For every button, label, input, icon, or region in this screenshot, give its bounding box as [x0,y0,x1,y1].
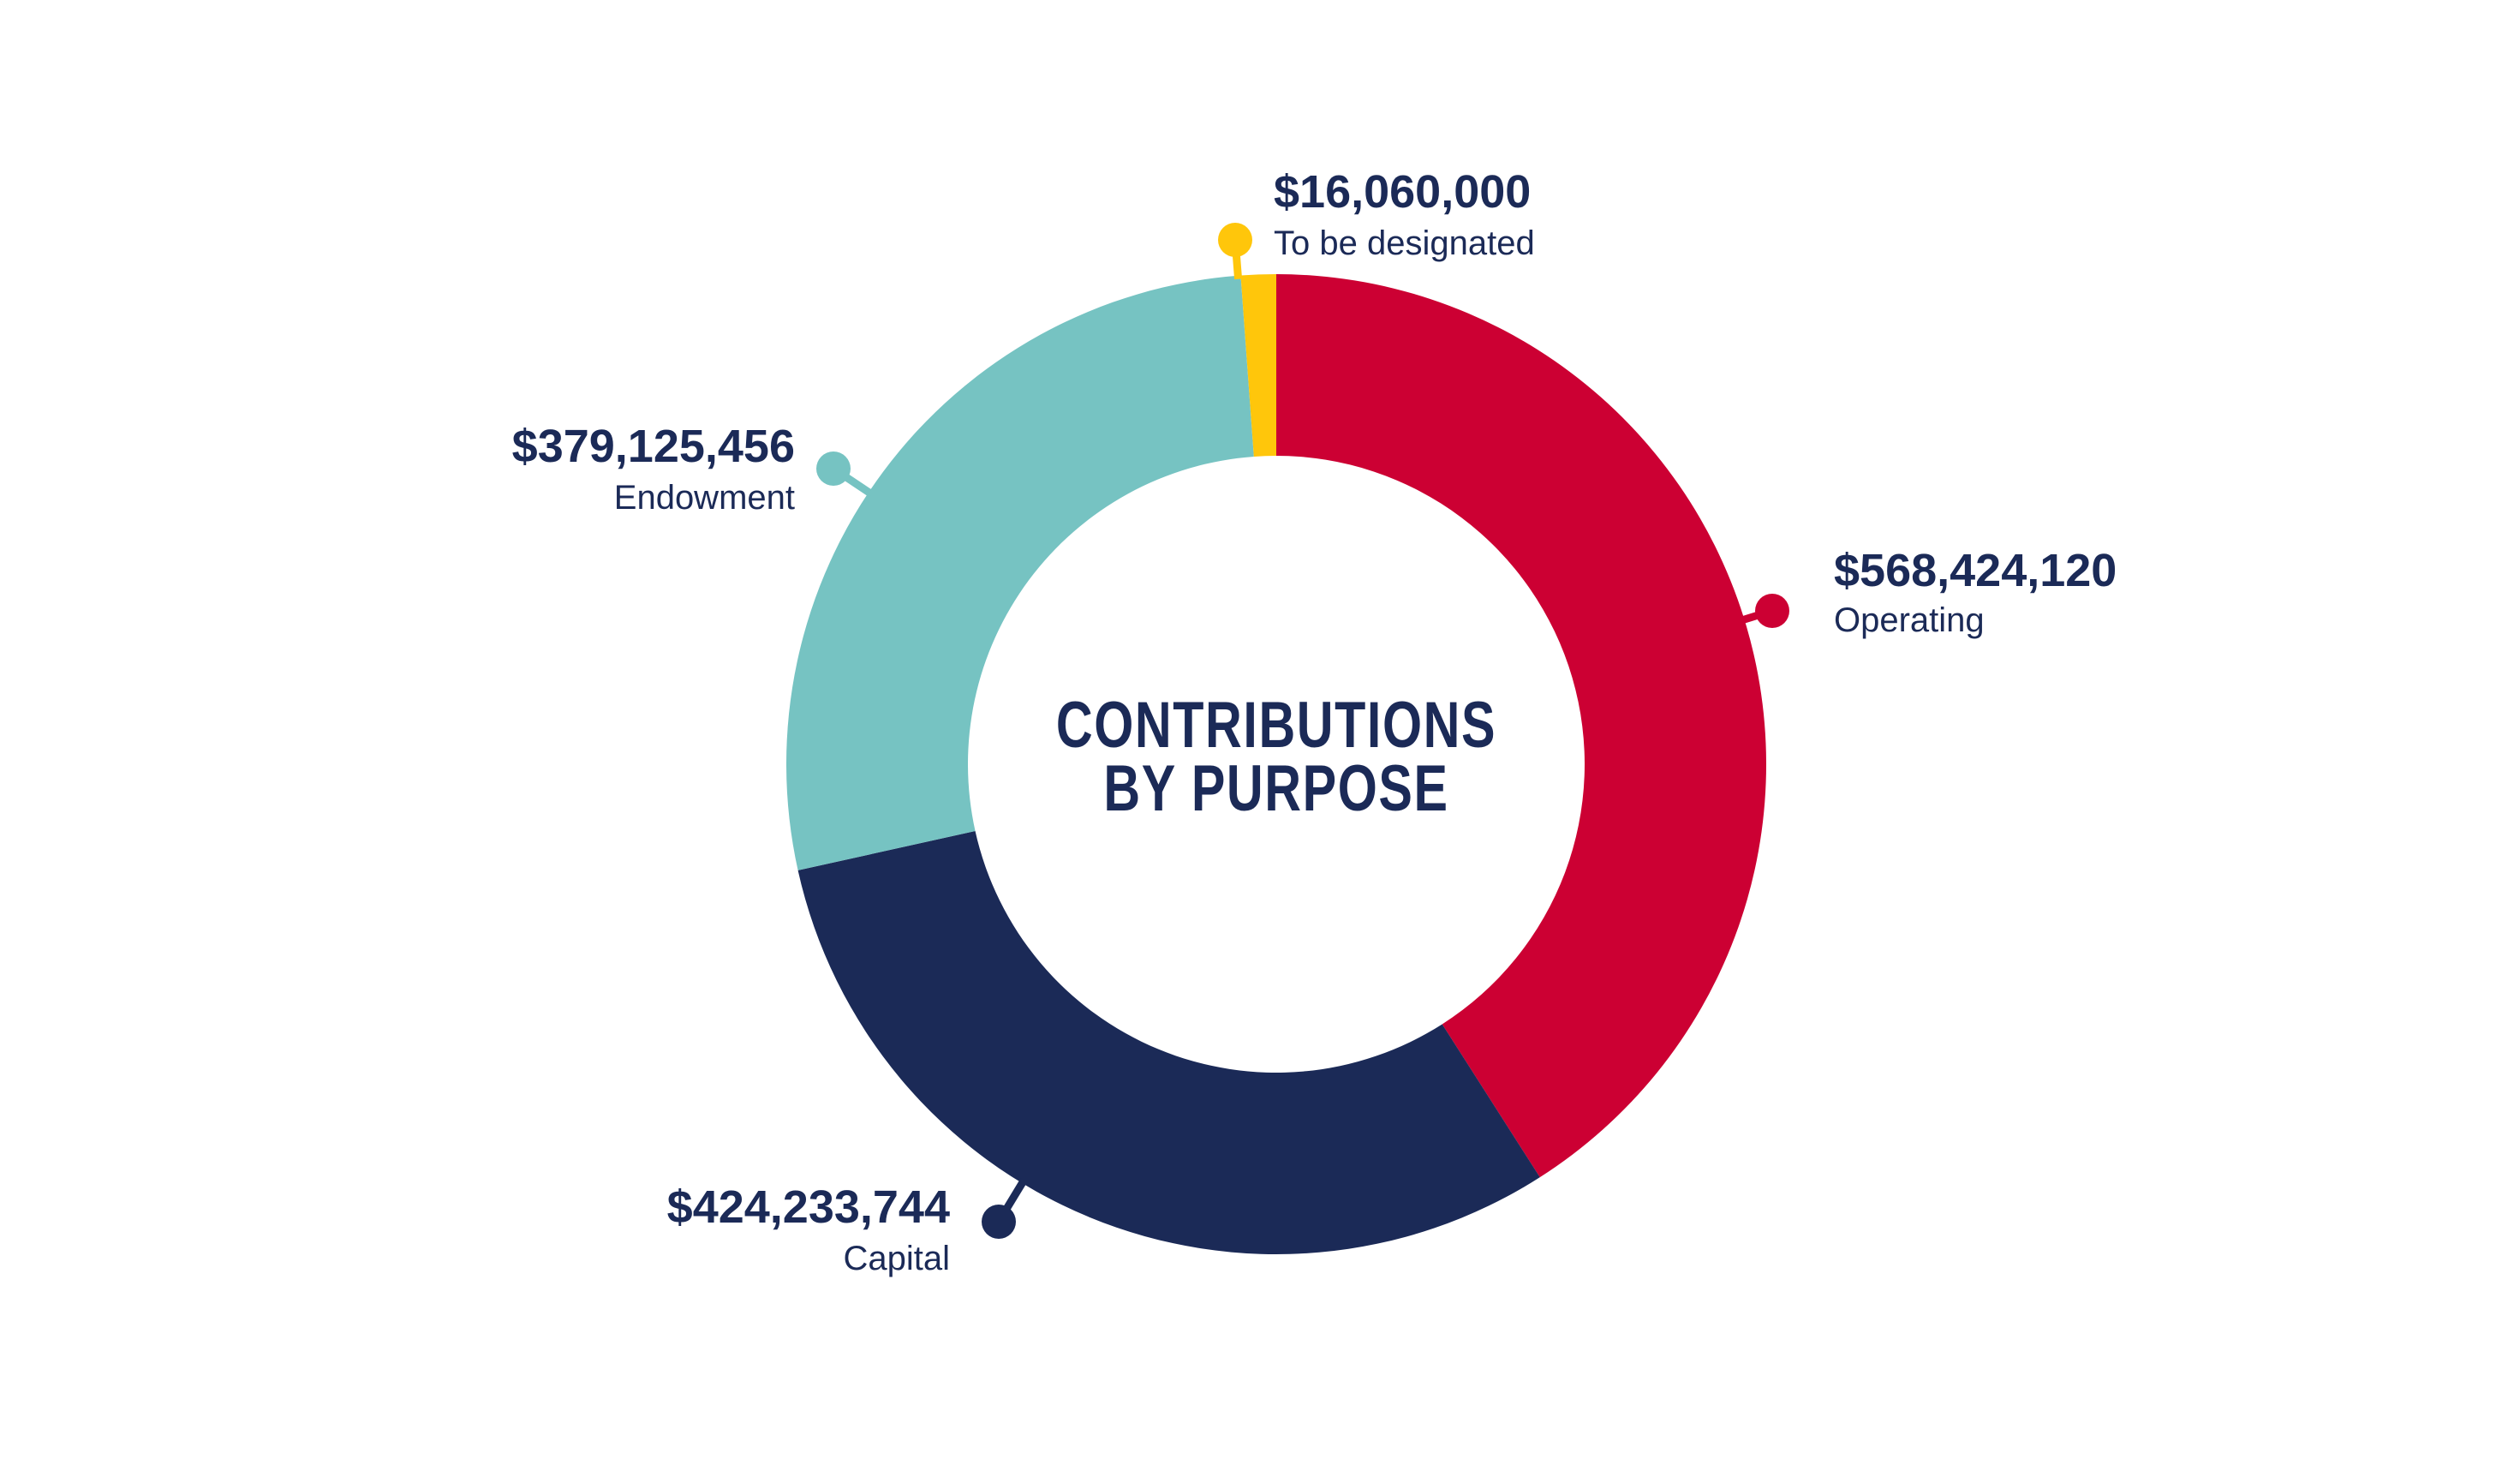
leader-dot-to-be-designated [1218,223,1252,257]
leader-dot-capital [982,1205,1016,1239]
slice-capital [797,830,1540,1254]
slice-to-be-designated [1240,274,1276,457]
data-label-capital-value: $424,233,744 [667,1181,950,1233]
chart-title-line-1: CONTRIBUTIONS [1056,689,1496,762]
data-label-endowment-value: $379,125,456 [512,421,795,472]
data-label-endowment-name: Endowment [614,479,795,517]
data-label-to-be-designated-value: $16,060,000 [1274,166,1531,218]
data-label-operating-name: Operating [1834,601,1985,639]
slice-operating [1276,274,1766,1178]
data-label-capital-name: Capital [843,1240,950,1277]
leader-dot-endowment [816,451,851,486]
leader-lines [816,223,1789,1239]
slices [786,274,1766,1254]
leader-dot-operating [1755,594,1789,628]
chart-title-line-2: BY PURPOSE [1103,752,1448,825]
data-label-to-be-designated-name: To be designated [1274,224,1535,262]
slice-endowment [786,275,1254,870]
data-label-operating-value: $568,424,120 [1834,545,2117,596]
